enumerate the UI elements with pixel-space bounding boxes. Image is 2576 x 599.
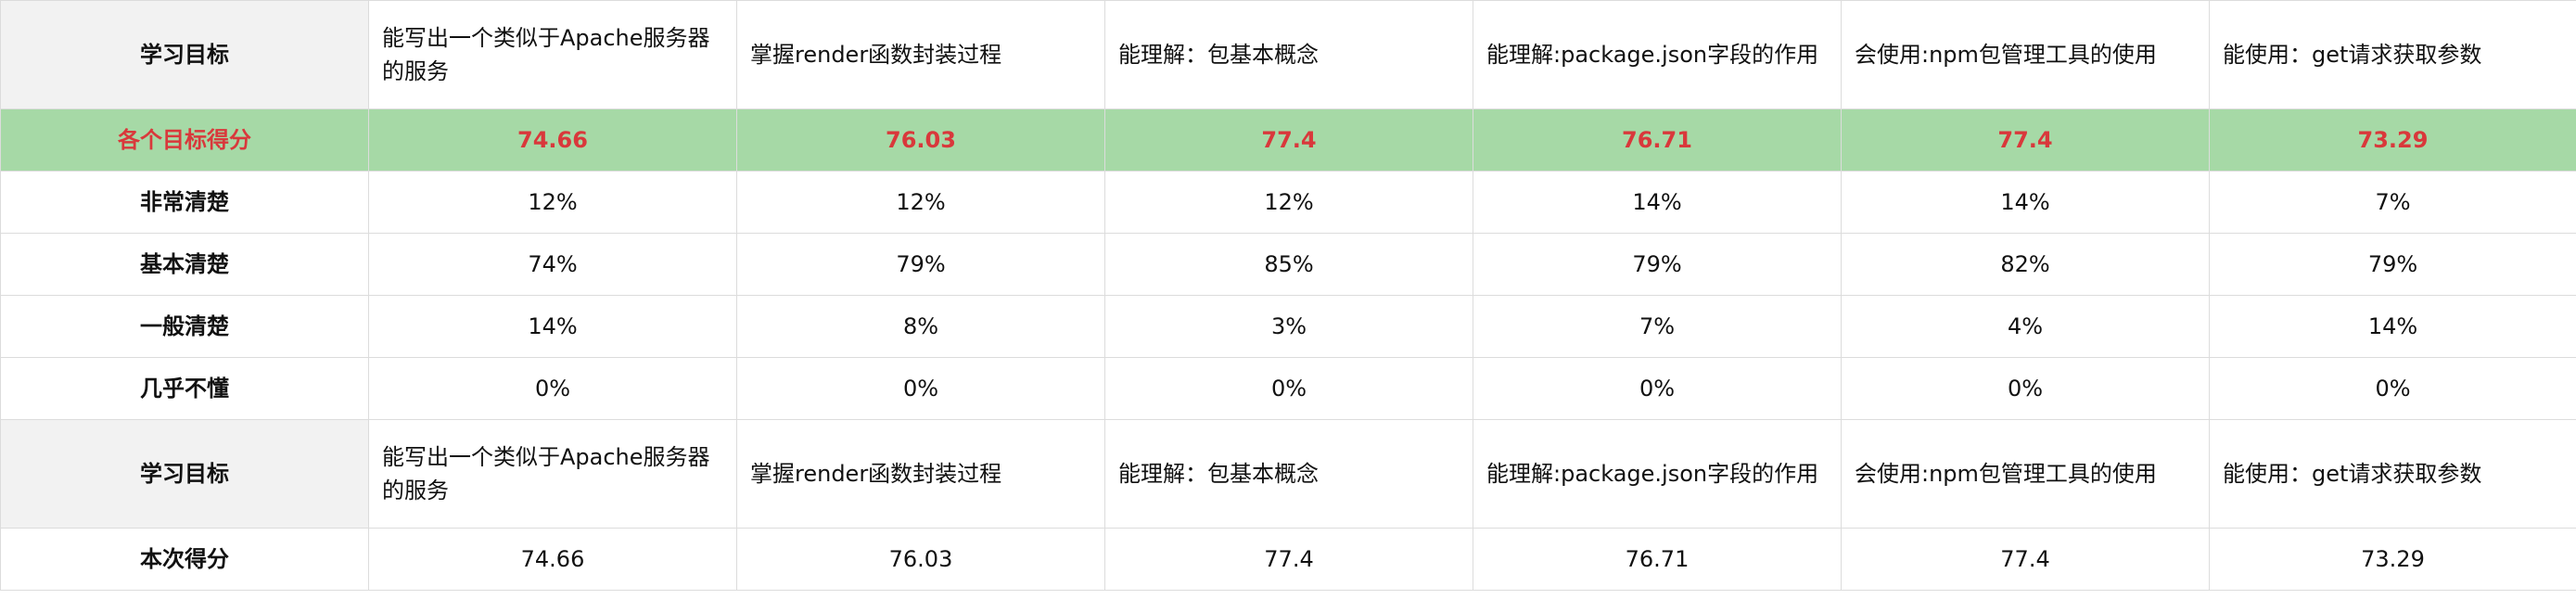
goals-header-row: 学习目标 能写出一个类似于Apache服务器的服务 掌握render函数封装过程…	[0, 0, 2576, 109]
goal-cell: 掌握render函数封装过程	[736, 419, 1105, 529]
level-value: 4%	[1841, 295, 2210, 358]
level-value: 14%	[2209, 295, 2576, 358]
level-value: 7%	[2209, 171, 2576, 234]
goal-cell: 能理解:package.json字段的作用	[1473, 0, 1842, 109]
goal-cell: 能使用：get请求获取参数	[2209, 0, 2576, 109]
level-value: 0%	[1104, 357, 1473, 420]
level-value: 0%	[1841, 357, 2210, 420]
level-value: 14%	[368, 295, 737, 358]
goal-cell: 能写出一个类似于Apache服务器的服务	[368, 0, 737, 109]
final-score-label: 本次得分	[0, 528, 369, 591]
goal-cell: 能理解：包基本概念	[1104, 419, 1473, 529]
level-value: 8%	[736, 295, 1105, 358]
goal-score-row: 各个目标得分 74.66 76.03 77.4 76.71 77.4 73.29	[0, 108, 2576, 172]
goal-score-value: 76.03	[736, 108, 1105, 172]
level-value: 82%	[1841, 233, 2210, 296]
level-value: 3%	[1104, 295, 1473, 358]
level-label: 非常清楚	[0, 171, 369, 234]
level-label: 几乎不懂	[0, 357, 369, 420]
level-value: 12%	[736, 171, 1105, 234]
goal-cell: 能使用：get请求获取参数	[2209, 419, 2576, 529]
level-value: 79%	[2209, 233, 2576, 296]
level-row: 非常清楚 12% 12% 12% 14% 14% 7%	[0, 171, 2576, 234]
level-row: 一般清楚 14% 8% 3% 7% 4% 14%	[0, 295, 2576, 358]
goal-cell: 会使用:npm包管理工具的使用	[1841, 0, 2210, 109]
level-row: 基本清楚 74% 79% 85% 79% 82% 79%	[0, 233, 2576, 296]
level-value: 0%	[736, 357, 1105, 420]
level-value: 14%	[1841, 171, 2210, 234]
goal-score-value: 76.71	[1473, 108, 1842, 172]
goal-score-value: 77.4	[1104, 108, 1473, 172]
level-value: 79%	[736, 233, 1105, 296]
level-value: 85%	[1104, 233, 1473, 296]
level-value: 0%	[1473, 357, 1842, 420]
level-value: 12%	[368, 171, 737, 234]
goal-cell: 掌握render函数封装过程	[736, 0, 1105, 109]
goal-cell: 能理解：包基本概念	[1104, 0, 1473, 109]
level-value: 0%	[2209, 357, 2576, 420]
final-score-value: 77.4	[1104, 528, 1473, 591]
final-score-value: 76.03	[736, 528, 1105, 591]
level-row: 几乎不懂 0% 0% 0% 0% 0% 0%	[0, 357, 2576, 420]
goal-score-label: 各个目标得分	[0, 108, 369, 172]
goal-cell: 能写出一个类似于Apache服务器的服务	[368, 419, 737, 529]
goal-score-value: 73.29	[2209, 108, 2576, 172]
level-label: 一般清楚	[0, 295, 369, 358]
goal-score-value: 77.4	[1841, 108, 2210, 172]
final-score-value: 74.66	[368, 528, 737, 591]
final-score-row: 本次得分 74.66 76.03 77.4 76.71 77.4 73.29	[0, 528, 2576, 591]
level-value: 7%	[1473, 295, 1842, 358]
goals-header-label: 学习目标	[0, 0, 369, 109]
level-value: 14%	[1473, 171, 1842, 234]
level-value: 79%	[1473, 233, 1842, 296]
final-score-value: 77.4	[1841, 528, 2210, 591]
final-score-value: 76.71	[1473, 528, 1842, 591]
goal-cell: 会使用:npm包管理工具的使用	[1841, 419, 2210, 529]
level-value: 74%	[368, 233, 737, 296]
level-value: 0%	[368, 357, 737, 420]
level-label: 基本清楚	[0, 233, 369, 296]
goals-header-label: 学习目标	[0, 419, 369, 529]
goals-header-row-repeat: 学习目标 能写出一个类似于Apache服务器的服务 掌握render函数封装过程…	[0, 419, 2576, 529]
goal-cell: 能理解:package.json字段的作用	[1473, 419, 1842, 529]
final-score-value: 73.29	[2209, 528, 2576, 591]
goal-score-value: 74.66	[368, 108, 737, 172]
level-value: 12%	[1104, 171, 1473, 234]
